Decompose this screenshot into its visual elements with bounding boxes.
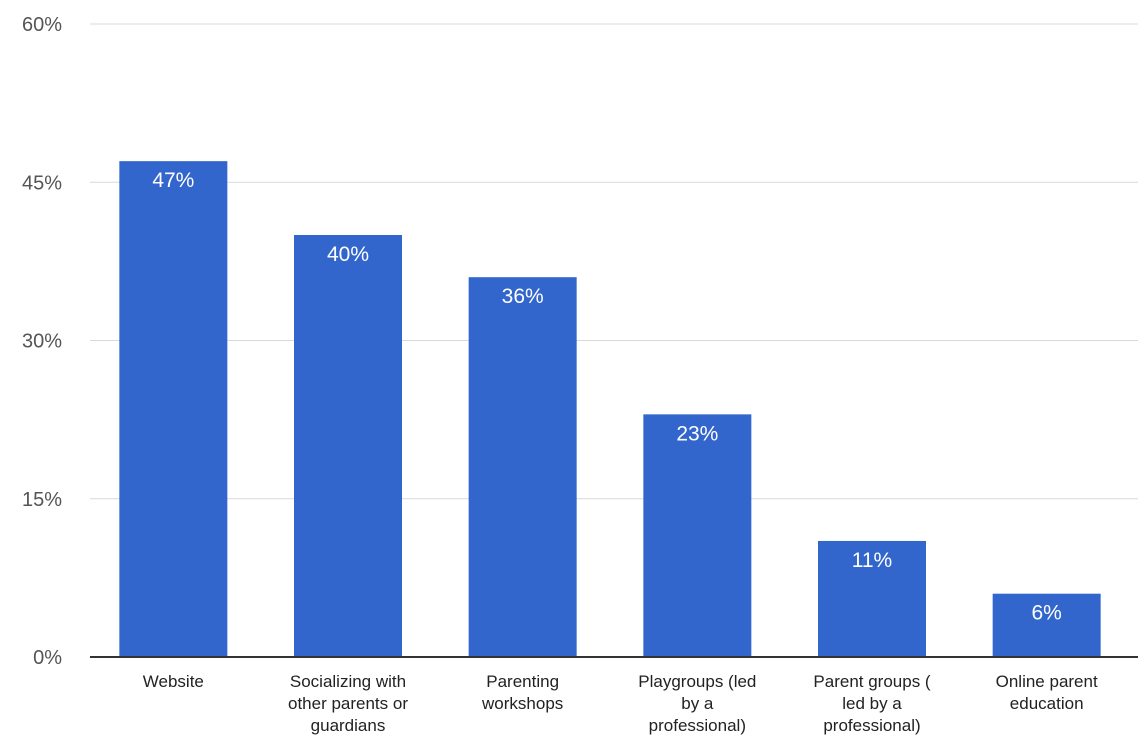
category-label: Socializing with: [290, 672, 406, 691]
y-tick-label: 15%: [22, 489, 62, 511]
y-tick-label: 30%: [22, 331, 62, 353]
category-label: by a: [681, 694, 714, 713]
bar: [818, 540, 926, 657]
bar-value-label: 40%: [327, 243, 369, 266]
category-label: guardians: [311, 716, 386, 735]
bar-value-labels: 47% 40% 36% 23% 11% 6%: [152, 169, 1062, 625]
bar-value-label: 36%: [502, 285, 544, 308]
bar: [643, 414, 752, 657]
bar-value-label: 11%: [852, 549, 892, 572]
y-tick-label: 60%: [22, 14, 62, 36]
category-label: Parenting: [486, 672, 559, 691]
bar: [468, 277, 577, 657]
category-label: professional): [823, 716, 920, 735]
bar: [119, 161, 228, 657]
category-label: education: [1010, 694, 1084, 713]
bar: [992, 593, 1101, 657]
category-label: professional): [649, 716, 746, 735]
y-axis-tick-labels: 0% 15% 30% 45% 60%: [22, 14, 62, 669]
gridlines: [90, 23, 1138, 500]
y-tick-label: 45%: [22, 172, 62, 194]
bar: [294, 235, 402, 657]
x-axis-category-labels: Website Socializing with other parents or g…: [143, 672, 1098, 735]
category-label: other parents or: [288, 694, 408, 713]
category-label: Website: [143, 672, 204, 691]
category-label: workshops: [481, 694, 563, 713]
bar-value-label: 47%: [152, 169, 194, 192]
bars: [119, 161, 1101, 657]
bar-value-label: 6%: [1031, 602, 1061, 625]
category-label: Playgroups (led: [638, 672, 756, 691]
y-tick-label: 0%: [33, 647, 62, 669]
category-label: led by a: [842, 694, 902, 713]
category-label: Parent groups (: [813, 672, 931, 691]
category-label: Online parent: [996, 672, 1098, 691]
bar-value-label: 23%: [676, 422, 718, 445]
